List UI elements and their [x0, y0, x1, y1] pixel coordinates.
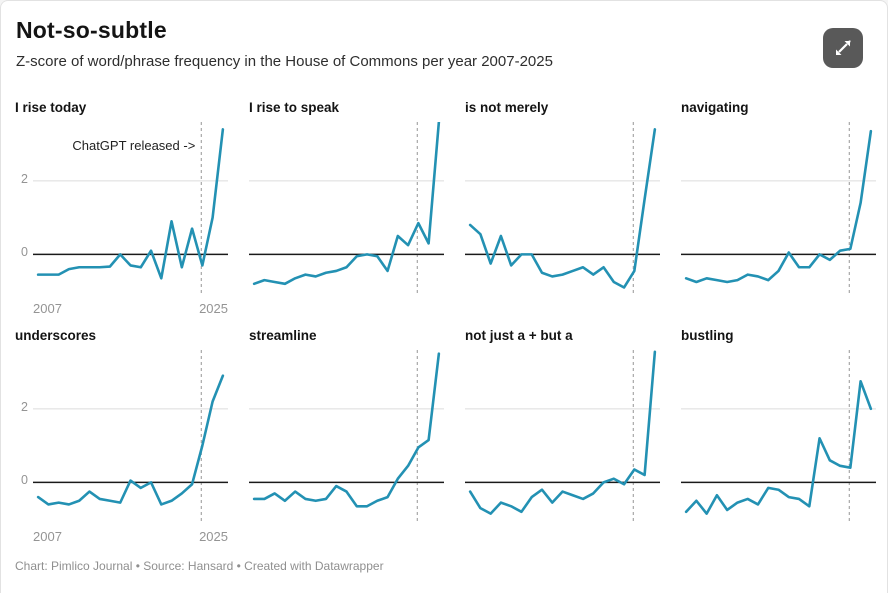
x-axis: 2007 2025 — [33, 301, 228, 316]
panel-is-not-merely: is not merely — [465, 100, 660, 316]
line-chart-plot — [249, 122, 444, 293]
expand-arrows-icon — [833, 38, 853, 58]
x-tick-label: 2007 — [33, 301, 62, 316]
line-chart-plot — [249, 350, 444, 521]
line-chart-plot: ChatGPT released -> — [33, 122, 228, 293]
line-chart-plot — [465, 350, 660, 521]
x-axis: 2007 2025 — [33, 529, 228, 544]
panel-title: navigating — [681, 100, 749, 115]
small-multiples-grid: I rise today 2 0 ChatGPT released -> 200… — [15, 100, 876, 544]
panel-bustling: bustling — [681, 328, 876, 544]
x-tick-label: 2025 — [199, 529, 228, 544]
panel-title: I rise to speak — [249, 100, 340, 115]
panel-title: bustling — [681, 328, 734, 343]
y-axis: 2 0 — [15, 122, 33, 293]
y-tick-label: 0 — [21, 245, 28, 259]
y-axis: 2 0 — [15, 350, 33, 521]
y-tick-label: 2 — [21, 172, 28, 186]
panel-title: streamline — [249, 328, 317, 343]
x-tick-label: 2007 — [33, 529, 62, 544]
panel-not-just-a-but-a: not just a + but a — [465, 328, 660, 544]
panel-title: I rise today — [15, 100, 87, 115]
panel-streamline: streamline — [249, 328, 444, 544]
y-tick-label: 2 — [21, 400, 28, 414]
line-chart-plot — [465, 122, 660, 293]
panel-i-rise-to-speak: I rise to speak — [249, 100, 444, 316]
panel-title: not just a + but a — [465, 328, 573, 343]
panel-title: underscores — [15, 328, 97, 343]
line-chart-plot — [33, 350, 228, 521]
chart-attribution: Chart: Pimlico Journal • Source: Hansard… — [15, 559, 384, 573]
chatgpt-released-annotation: ChatGPT released -> — [72, 138, 195, 153]
chart-subtitle: Z-score of word/phrase frequency in the … — [16, 53, 553, 70]
x-tick-label: 2025 — [199, 301, 228, 316]
chart-header: Not-so-subtle Z-score of word/phrase fre… — [1, 1, 887, 70]
line-chart-plot — [681, 122, 876, 293]
y-tick-label: 0 — [21, 473, 28, 487]
chart-title: Not-so-subtle — [16, 17, 167, 43]
panel-navigating: navigating — [681, 100, 876, 316]
panel-title: is not merely — [465, 100, 549, 115]
line-chart-plot — [681, 350, 876, 521]
expand-button[interactable] — [823, 28, 863, 68]
panel-underscores: underscores 2 0 2007 2025 — [15, 328, 228, 544]
panel-i-rise-today: I rise today 2 0 ChatGPT released -> 200… — [15, 100, 228, 316]
